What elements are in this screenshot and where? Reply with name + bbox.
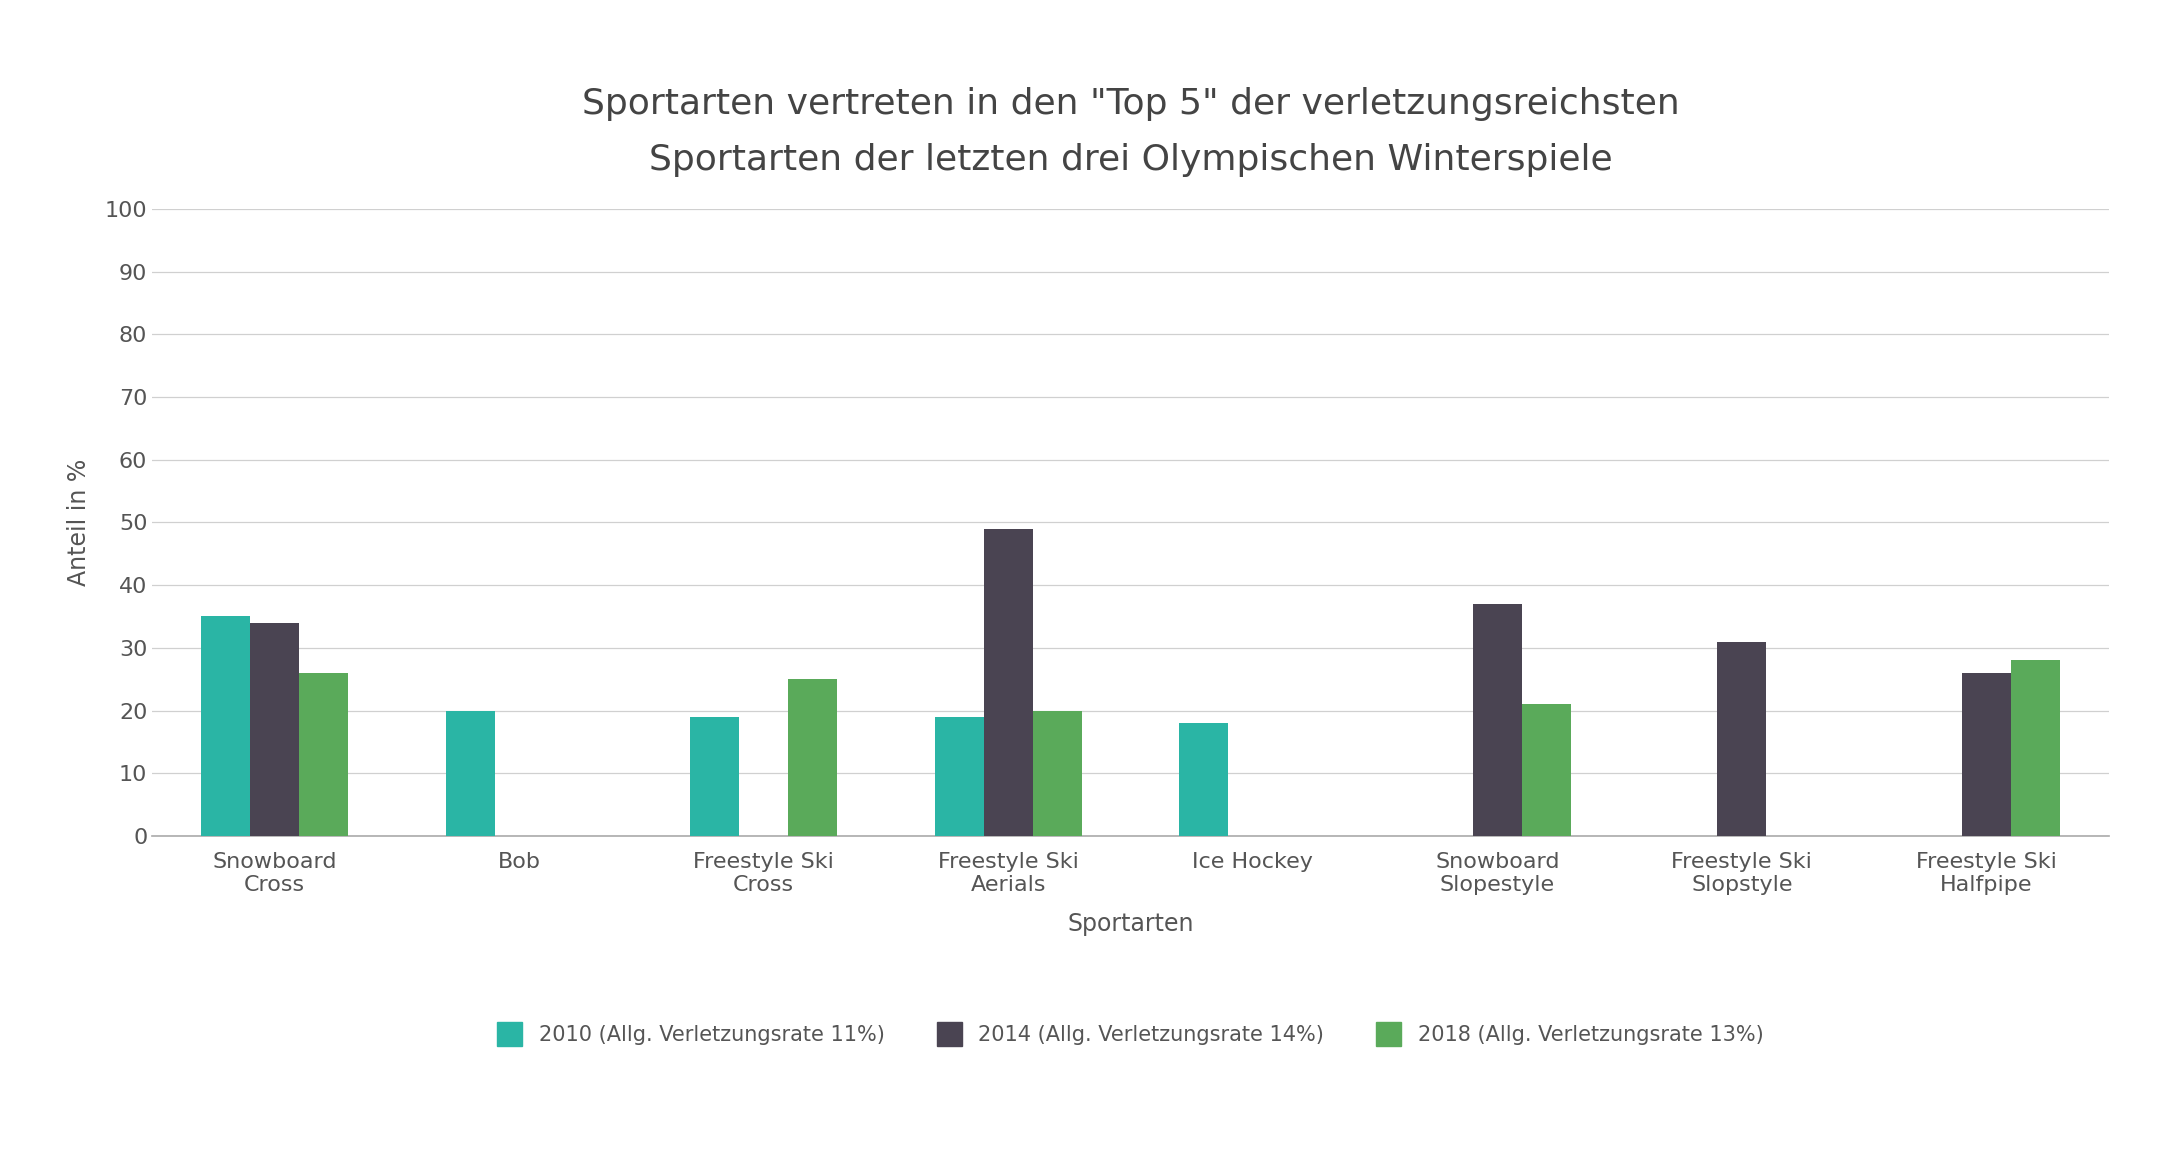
Bar <box>983 528 1033 836</box>
Bar <box>1033 711 1083 836</box>
Bar <box>202 616 250 836</box>
Bar <box>935 716 983 836</box>
Bar <box>1522 705 1570 836</box>
X-axis label: Sportarten: Sportarten <box>1067 911 1194 936</box>
Bar <box>300 673 348 836</box>
Bar <box>250 622 300 836</box>
Bar <box>789 679 837 836</box>
Legend: 2010 (Allg. Verletzungsrate 11%), 2014 (Allg. Verletzungsrate 14%), 2018 (Allg. : 2010 (Allg. Verletzungsrate 11%), 2014 (… <box>498 1022 1763 1046</box>
Bar <box>446 711 496 836</box>
Bar <box>2011 661 2059 836</box>
Bar <box>1717 642 1765 836</box>
Title: Sportarten vertreten in den "Top 5" der verletzungsreichsten
Sportarten der letz: Sportarten vertreten in den "Top 5" der … <box>583 87 1678 178</box>
Bar <box>1474 604 1522 836</box>
Bar <box>1963 673 2011 836</box>
Y-axis label: Anteil in %: Anteil in % <box>67 459 91 586</box>
Bar <box>689 716 739 836</box>
Bar <box>1178 723 1228 836</box>
